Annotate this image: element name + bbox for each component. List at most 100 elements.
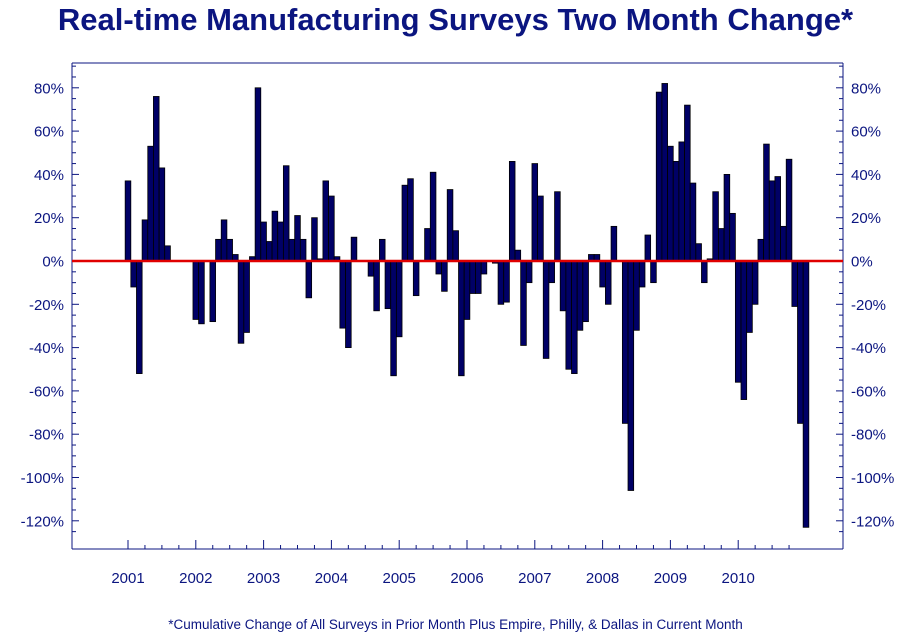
y-tick-label-right: 20% (851, 210, 881, 227)
bar (373, 260, 380, 312)
bar (644, 234, 652, 262)
x-tick-label: 2003 (247, 570, 280, 587)
y-tick-label-right: 0% (851, 254, 873, 271)
x-tick-label: 2010 (722, 570, 755, 587)
bar (695, 243, 702, 262)
bar (412, 260, 420, 297)
bar (243, 260, 250, 333)
bar (384, 260, 392, 310)
bar (401, 184, 409, 262)
bar-chart: 80% 60% 40% 20% 0% -20% -40% -60% -80% -100% -120%… (21, 62, 894, 587)
y-tick-label-right: -100% (851, 470, 894, 487)
bar (689, 182, 697, 262)
bar (797, 260, 804, 424)
bar (565, 260, 572, 370)
bar (158, 167, 166, 262)
bar (621, 260, 629, 424)
bar (350, 236, 358, 262)
y-tick-label-left: -120% (21, 513, 64, 530)
bar (768, 180, 776, 262)
bar (763, 143, 770, 262)
x-tick-label: 2008 (586, 570, 619, 587)
bar (441, 260, 448, 292)
bar (271, 210, 279, 262)
y-tick-label-left: -60% (29, 383, 64, 400)
y-tick-label-right: -120% (851, 513, 894, 530)
bar (791, 260, 798, 307)
bar (452, 230, 459, 262)
y-tick-label-left: 20% (34, 210, 64, 227)
right-y-axis: 80% 60% 40% 20% 0% -20% -40% -60% -80% -100% -120% (836, 63, 894, 549)
bar (288, 238, 296, 262)
bar (542, 260, 550, 359)
x-tick-label: 2002 (179, 570, 212, 587)
bar (198, 260, 205, 325)
bar (305, 260, 313, 299)
bar (153, 96, 160, 262)
bar (559, 260, 567, 312)
bar (633, 260, 640, 331)
bar (147, 145, 154, 262)
bar (136, 260, 143, 374)
bar (141, 219, 149, 262)
x-tick-label: 2005 (383, 570, 416, 587)
y-tick-label-right: 60% (851, 124, 881, 141)
bar (605, 260, 612, 305)
x-tick-label: 2004 (315, 570, 348, 587)
bar (164, 245, 171, 262)
bar (638, 260, 646, 288)
x-tick-label: 2009 (654, 570, 687, 587)
bar (525, 260, 533, 284)
bar (503, 260, 510, 303)
bar (322, 180, 329, 262)
bar (130, 260, 137, 288)
bar (424, 228, 431, 262)
bar (610, 225, 618, 262)
bar (537, 195, 544, 262)
bar (802, 260, 810, 528)
bar (407, 178, 414, 262)
bar (379, 238, 386, 262)
bar (718, 228, 725, 262)
bar (785, 158, 793, 262)
y-tick-label-right: -80% (851, 427, 886, 444)
bar (582, 260, 589, 323)
bar (729, 212, 736, 262)
bar (311, 217, 318, 262)
y-tick-label-right: -40% (851, 340, 886, 357)
bar (723, 173, 731, 262)
bar (712, 191, 719, 262)
bar (367, 260, 375, 277)
bar (469, 260, 476, 294)
bar (345, 260, 352, 348)
bar (497, 260, 505, 305)
bar-series (124, 83, 810, 528)
x-tick-label: 2006 (450, 570, 483, 587)
y-tick-label-right: 80% (851, 80, 881, 97)
bar (328, 195, 335, 262)
left-y-axis: 80% 60% 40% 20% 0% -20% -40% -60% -80% -100% -120% (21, 63, 79, 549)
y-tick-label-right: -20% (851, 297, 886, 314)
bar (446, 189, 454, 262)
bar (627, 260, 635, 491)
y-tick-label-right: 40% (851, 167, 881, 184)
bar (661, 83, 668, 262)
bar (774, 176, 781, 262)
y-tick-label-left: -40% (29, 340, 64, 357)
bar (294, 215, 301, 262)
bar (650, 260, 657, 284)
bar (740, 260, 748, 400)
bar (220, 219, 228, 262)
bar (339, 260, 346, 329)
bar (508, 161, 516, 262)
bar (554, 191, 561, 262)
bar (655, 91, 663, 262)
bar (260, 221, 267, 262)
bar (429, 171, 437, 262)
bar (576, 260, 584, 331)
bar (757, 238, 765, 262)
bar (520, 260, 527, 346)
bar (751, 260, 759, 305)
y-tick-label-left: 40% (34, 167, 64, 184)
bar (701, 260, 708, 284)
